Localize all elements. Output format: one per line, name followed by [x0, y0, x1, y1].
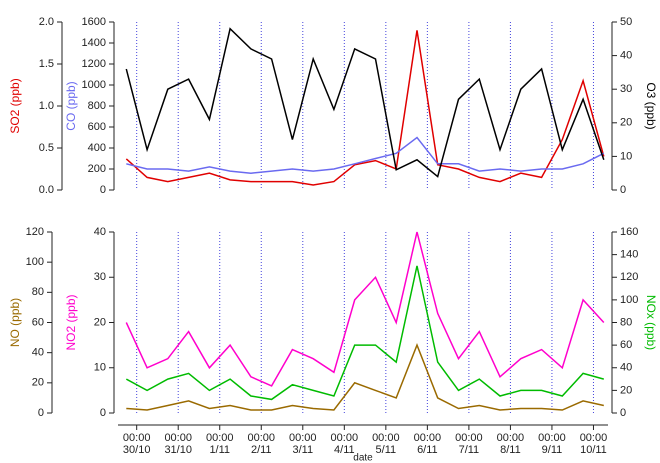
- x-tick-label: 00:00 31/10: [164, 432, 192, 456]
- y-tick-label: 50: [620, 16, 632, 28]
- y-axis-label: NO (ppb): [8, 298, 22, 347]
- x-tick-label-line: 00:00: [206, 432, 234, 444]
- y-tick-label: 30: [94, 271, 106, 283]
- x-tick-label-line: 2/11: [251, 444, 272, 456]
- y-tick-label: 40: [94, 226, 106, 238]
- x-tick-label-line: 00:00: [331, 432, 359, 444]
- x-tick-label: 00:00 7/11: [455, 432, 483, 456]
- x-tick-label-line: 7/11: [459, 444, 480, 456]
- x-tick-label: 00:00 10/11: [580, 432, 608, 456]
- y-tick-label: 30: [620, 83, 632, 95]
- x-tick-label-line: 6/11: [417, 444, 438, 456]
- y-tick-label: 140: [620, 249, 638, 261]
- x-tick-label-line: 00:00: [289, 432, 317, 444]
- data-line: [125, 27, 605, 178]
- y-tick-label: 0.5: [39, 142, 54, 154]
- y-tick-label: 1000: [82, 79, 106, 91]
- y-tick-label: 0: [100, 407, 106, 419]
- x-tick-label-line: 1/11: [209, 444, 230, 456]
- y-tick-label: 10: [620, 150, 632, 162]
- x-tick-label: 00:00 5/11: [372, 432, 400, 456]
- x-tick-label: 00:00 30/10: [123, 432, 151, 456]
- y-tick-label: 60: [620, 339, 632, 351]
- x-tick-label-line: 00:00: [247, 432, 275, 444]
- x-tick-label: 00:00 8/11: [497, 432, 525, 456]
- x-tick-label-line: 4/11: [334, 444, 355, 456]
- y-tick-label: 400: [88, 142, 106, 154]
- y-tick-label: 40: [620, 362, 632, 374]
- y-tick-label: 160: [620, 226, 638, 238]
- x-tick-label-line: 30/10: [123, 444, 151, 456]
- x-axis-label: date: [353, 453, 373, 463]
- x-tick-label-line: 9/11: [542, 444, 563, 456]
- x-tick-label: 00:00 2/11: [247, 432, 275, 456]
- x-tick-label-line: 10/11: [580, 444, 607, 456]
- y-tick-label: 2.0: [39, 16, 54, 28]
- x-tick-label: 00:00 6/11: [414, 432, 442, 456]
- y-tick-label: 20: [620, 384, 632, 396]
- y-axis-label: NOx (ppb): [644, 295, 658, 350]
- y-tick-label: 80: [32, 286, 44, 298]
- y-tick-label: 20: [94, 316, 106, 328]
- y-tick-label: 100: [26, 256, 44, 268]
- data-line: [125, 265, 604, 401]
- y-tick-label: 10: [94, 362, 106, 374]
- data-line: [125, 231, 605, 387]
- y-tick-label: 1600: [82, 16, 106, 28]
- x-tick-label: 00:00 4/11: [331, 432, 359, 456]
- y-tick-label: 200: [88, 163, 106, 175]
- y-tick-label: 800: [88, 100, 106, 112]
- y-tick-label: 0: [620, 184, 626, 196]
- y-tick-label: 60: [32, 316, 44, 328]
- x-tick-label: 00:00 3/11: [289, 432, 317, 456]
- y-axis-label: CO (ppb): [64, 81, 78, 130]
- y-axis-label: O3 (ppb): [644, 82, 658, 129]
- x-tick-label-line: 00:00: [414, 432, 442, 444]
- y-tick-label: 20: [620, 117, 632, 129]
- y-tick-label: 600: [88, 121, 106, 133]
- y-tick-label: 120: [26, 226, 44, 238]
- x-tick-label-line: 00:00: [455, 432, 483, 444]
- y-tick-label: 1400: [82, 37, 106, 49]
- y-tick-label: 0: [100, 184, 106, 196]
- x-tick-label-line: 00:00: [580, 432, 608, 444]
- y-axis-label: NO2 (ppb): [64, 294, 78, 350]
- y-tick-label: 40: [32, 347, 44, 359]
- x-tick-label: 00:00 1/11: [206, 432, 234, 456]
- x-tick-label-line: 00:00: [538, 432, 566, 444]
- x-tick-label: 00:00 9/11: [538, 432, 566, 456]
- data-line: [126, 136, 605, 174]
- y-tick-label: 100: [620, 294, 638, 306]
- y-tick-label: 0: [620, 407, 626, 419]
- y-tick-label: 1.0: [39, 100, 54, 112]
- y-tick-label: 0.0: [39, 184, 54, 196]
- y-tick-label: 120: [620, 271, 638, 283]
- x-tick-label-line: 5/11: [376, 444, 397, 456]
- y-tick-label: 40: [620, 50, 632, 62]
- y-tick-label: 80: [620, 316, 632, 328]
- y-tick-label: 1.5: [39, 58, 54, 70]
- x-tick-label-line: 00:00: [164, 432, 192, 444]
- x-tick-label-line: 8/11: [500, 444, 521, 456]
- y-tick-label: 20: [32, 377, 44, 389]
- data-line: [125, 30, 605, 186]
- x-tick-label-line: 00:00: [123, 432, 151, 444]
- data-line: [126, 343, 604, 411]
- y-tick-label: 1200: [82, 58, 106, 70]
- y-axis-label: SO2 (ppb): [8, 78, 22, 133]
- x-tick-label-line: 00:00: [497, 432, 525, 444]
- y-tick-label: 0: [38, 407, 44, 419]
- x-tick-label-line: 31/10: [164, 444, 192, 456]
- x-tick-label-line: 3/11: [292, 444, 313, 456]
- x-tick-label-line: 00:00: [372, 432, 400, 444]
